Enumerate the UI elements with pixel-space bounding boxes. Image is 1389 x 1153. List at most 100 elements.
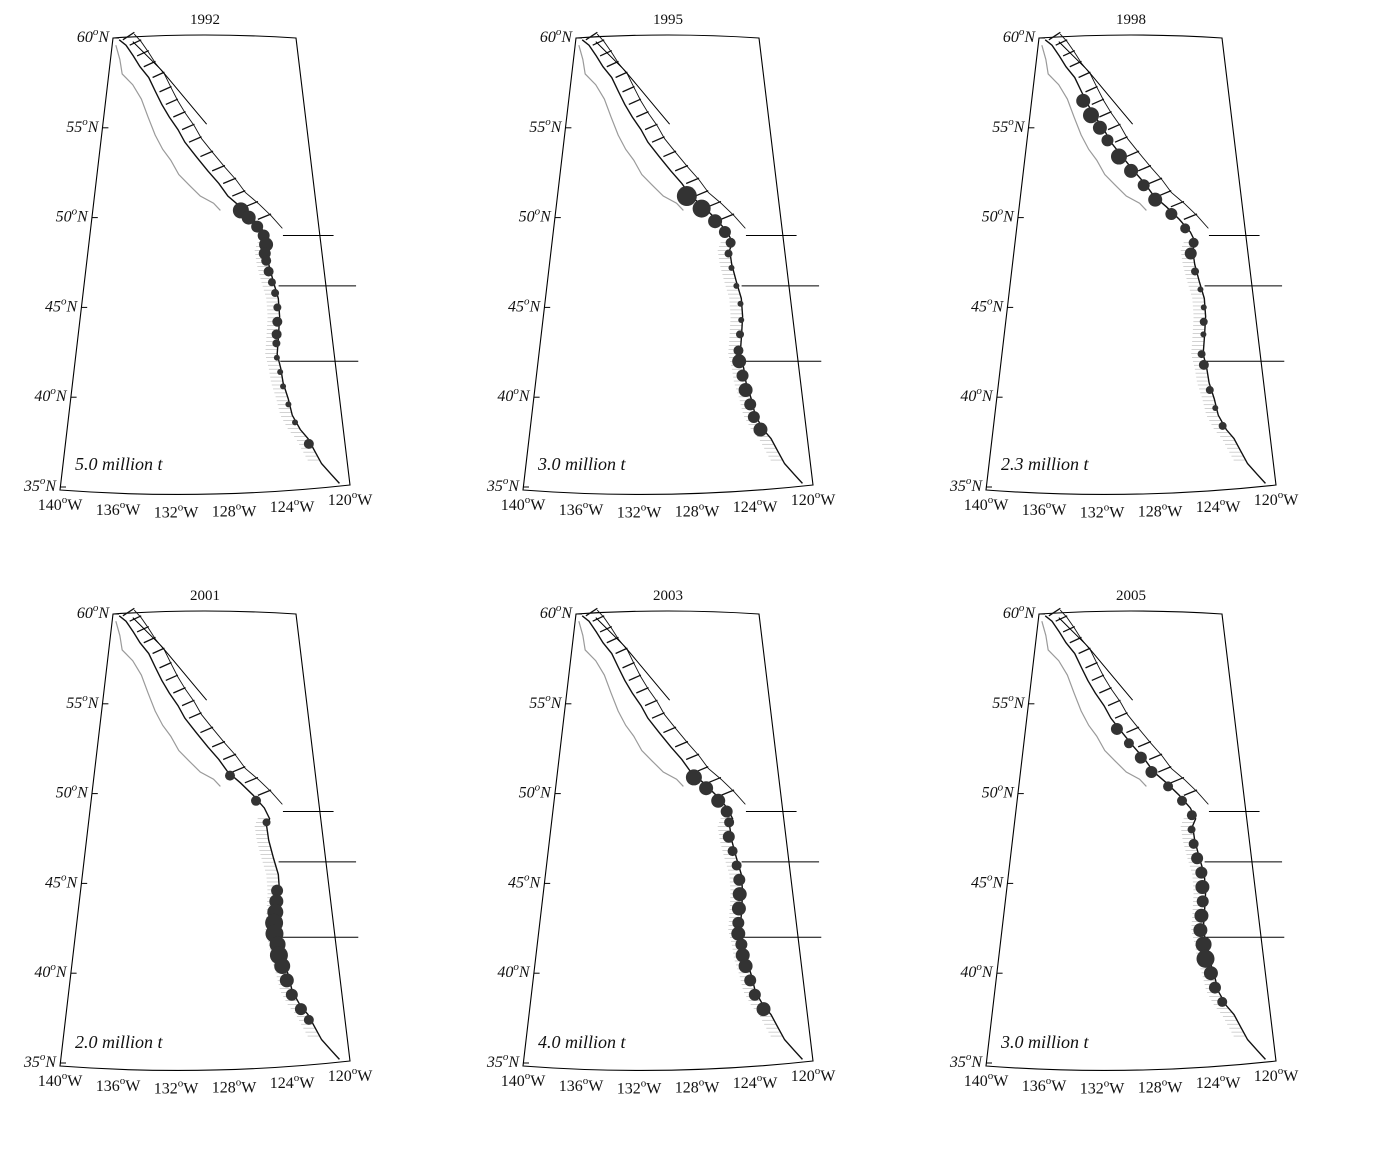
biomass-dot xyxy=(1218,421,1227,430)
lon-tick-label: 136oW xyxy=(559,499,605,519)
biomass-dot xyxy=(692,199,711,218)
map-frame xyxy=(59,34,351,496)
lon-tick-label: 124oW xyxy=(1196,496,1242,516)
biomass-dot xyxy=(1191,852,1204,865)
lat-tick-label: 45oN xyxy=(45,871,79,891)
coastline xyxy=(581,615,803,1060)
lon-tick-label: 124oW xyxy=(733,496,779,516)
biomass-dot xyxy=(748,988,761,1001)
shelf-contour xyxy=(115,45,221,211)
lon-tick-label: 132oW xyxy=(154,1078,200,1098)
lon-tick-label: 124oW xyxy=(733,1072,779,1092)
mainland-coast xyxy=(1059,33,1209,229)
lon-tick-label: 120oW xyxy=(791,489,837,509)
biomass-dot xyxy=(1198,359,1209,370)
biomass-dot xyxy=(272,316,283,327)
lon-tick-label: 140oW xyxy=(501,1070,547,1090)
fjord-stroke xyxy=(173,111,186,118)
biomass-dot xyxy=(727,846,738,857)
fjord-stroke xyxy=(159,661,172,669)
lat-tick-label: 50oN xyxy=(982,206,1016,226)
fjord-stroke xyxy=(628,674,642,682)
panel-year-title: 2005 xyxy=(1116,588,1146,604)
biomass-dot xyxy=(1195,936,1212,953)
fjord-stroke xyxy=(663,150,677,158)
biomass-dot xyxy=(292,419,299,426)
lat-tick-label: 40oN xyxy=(497,385,530,405)
fjord-stroke xyxy=(181,699,195,707)
fjord-stroke xyxy=(165,674,179,682)
biomass-dot xyxy=(1188,838,1199,849)
fjord-stroke xyxy=(1126,150,1140,158)
biomass-total-label: 5.0 million t xyxy=(75,454,164,474)
fjord-stroke xyxy=(636,687,649,694)
lat-tick-label: 55oN xyxy=(529,692,563,712)
lat-tick-label: 40oN xyxy=(34,961,68,981)
fjord-stroke xyxy=(232,766,246,773)
lon-tick-label: 136oW xyxy=(559,1075,605,1095)
fjord-stroke xyxy=(585,31,598,41)
biomass-dot xyxy=(744,398,757,411)
lat-tick-label: 35oN xyxy=(23,475,58,495)
shelf-contour xyxy=(578,45,684,211)
fjord-stroke xyxy=(707,776,722,784)
biomass-dot xyxy=(718,225,731,238)
fjord-stroke xyxy=(222,177,237,185)
fjord-stroke xyxy=(1055,615,1068,622)
fjord-stroke xyxy=(1091,98,1105,106)
lat-tick-label: 50oN xyxy=(982,782,1016,802)
political-border xyxy=(132,617,208,701)
biomass-dot xyxy=(303,1014,314,1025)
mainland-coast xyxy=(596,33,746,229)
fjord-stroke xyxy=(592,39,605,46)
biomass-dot xyxy=(285,988,298,1001)
fjord-stroke xyxy=(685,753,700,761)
biomass-dot xyxy=(1212,404,1219,411)
biomass-dot xyxy=(676,186,697,207)
fjord-stroke xyxy=(222,753,237,761)
biomass-dot xyxy=(1200,304,1207,311)
lon-tick-label: 120oW xyxy=(328,489,374,509)
fjord-stroke xyxy=(159,85,172,93)
biomass-dot xyxy=(720,805,733,818)
biomass-dot xyxy=(251,795,262,806)
biomass-dot xyxy=(1208,981,1221,994)
biomass-dot xyxy=(273,303,282,312)
lon-tick-label: 132oW xyxy=(617,1078,663,1098)
lat-tick-label: 40oN xyxy=(960,961,994,981)
biomass-dot xyxy=(736,330,745,339)
fjord-stroke xyxy=(1183,789,1198,796)
fjord-stroke xyxy=(628,98,642,106)
lat-tick-label: 40oN xyxy=(34,385,68,405)
biomass-total-label: 2.3 million t xyxy=(1001,454,1090,474)
lon-tick-label: 136oW xyxy=(1022,499,1068,519)
shelf-contour xyxy=(115,621,221,787)
biomass-dot xyxy=(241,210,256,225)
lon-tick-label: 124oW xyxy=(270,496,316,516)
political-border xyxy=(1058,617,1134,701)
map-panel-1998: 1998 60oN 55oN 50oN 45oN 40oN 35oN 140oW 136oW 13… xyxy=(926,0,1389,576)
biomass-dot xyxy=(722,830,735,843)
fjord-stroke xyxy=(1099,111,1112,118)
panel-year-title: 2001 xyxy=(190,588,220,604)
coastline xyxy=(118,39,340,484)
map-frame xyxy=(985,610,1277,1072)
biomass-dot xyxy=(267,278,276,287)
lat-tick-label: 35oN xyxy=(23,1051,58,1071)
biomass-dot xyxy=(1082,107,1099,124)
shelf-contour xyxy=(1041,621,1147,787)
fjord-stroke xyxy=(136,49,149,57)
lat-tick-label: 35oN xyxy=(486,475,521,495)
biomass-dot xyxy=(1180,223,1191,234)
biomass-total-label: 3.0 million t xyxy=(537,454,627,474)
lon-tick-label: 136oW xyxy=(1022,1075,1068,1095)
fjord-stroke xyxy=(651,712,665,719)
lon-tick-label: 136oW xyxy=(96,1075,142,1095)
lat-tick-label: 45oN xyxy=(508,871,542,891)
biomass-dot xyxy=(1194,908,1209,923)
fjord-stroke xyxy=(599,625,612,633)
